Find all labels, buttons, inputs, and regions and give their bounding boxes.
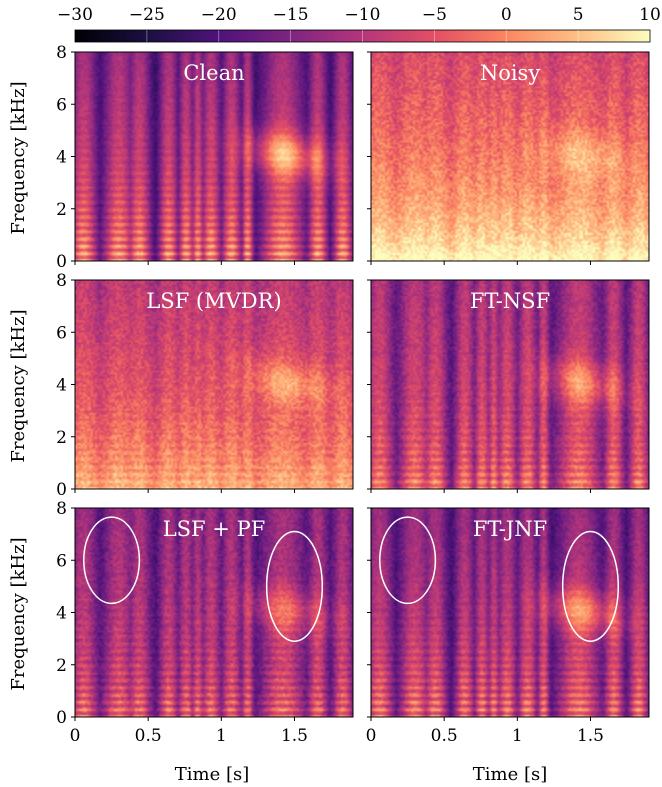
colorbar: −30 −25 −20 −15 −10 −5 0 5 10 [57, 5, 661, 43]
panel-clean: 0 2 4 6 8 Clean [56, 43, 354, 272]
panel-title: Clean [183, 61, 244, 85]
colorbar-tick-label: −20 [201, 5, 237, 25]
panel-title: FT-NSF [470, 289, 550, 313]
y-tick-label: 8 [56, 499, 67, 519]
panel-noisy: Noisy [367, 51, 650, 265]
x-tick-label: 0.5 [135, 726, 162, 746]
highlight-ellipse [379, 516, 437, 605]
spectrogram-image [371, 508, 649, 717]
y-tick-label: 0 [56, 252, 67, 272]
y-axis-label-row-2: Frequency [kHz] [8, 309, 29, 462]
y-tick-label: 6 [56, 95, 67, 115]
highlight-ellipse [561, 530, 620, 642]
panel-mvdr: 0 2 4 6 8 LSF (MVDR) [56, 271, 354, 500]
y-tick-label: 4 [56, 148, 67, 168]
y-tick-label: 6 [56, 323, 67, 343]
panel-jnf: 0 0.5 1 1.5 FT-JNF [366, 507, 650, 746]
panel-title: LSF + PF [163, 517, 266, 541]
x-tick-label: 0 [366, 726, 377, 746]
y-tick-label: 4 [56, 604, 67, 624]
spectrogram-image [371, 52, 649, 261]
spectrogram-panels: 0 2 4 6 8 Clean Noisy 0 2 4 6 8 LSF (MVDR) FT-NSF 0 2 4 6… [56, 43, 650, 746]
y-tick-label: 6 [56, 551, 67, 571]
x-tick-label: 1 [216, 726, 227, 746]
y-tick-label: 0 [56, 480, 67, 500]
colorbar-tick-label: −15 [273, 5, 309, 25]
spectrogram-image [371, 280, 649, 489]
spectrogram-image [75, 52, 353, 261]
colorbar-tick-label: 0 [501, 5, 512, 25]
colorbar-tick-label: −5 [422, 5, 447, 25]
x-axis-label-right: Time [s] [473, 764, 548, 785]
colorbar-ticks: −30 −25 −20 −15 −10 −5 0 5 10 [57, 5, 661, 42]
y-tick-label: 2 [56, 200, 67, 220]
colorbar-tick-label: −25 [129, 5, 165, 25]
y-axis-label-row-3: Frequency [kHz] [8, 537, 29, 690]
y-tick-label: 0 [56, 708, 67, 728]
colorbar-gradient [74, 29, 651, 43]
spectrogram-image [75, 508, 353, 717]
colorbar-tick-label: −30 [57, 5, 93, 25]
panel-title: Noisy [480, 61, 541, 85]
y-tick-label: 2 [56, 428, 67, 448]
colorbar-tick-label: −10 [345, 5, 381, 25]
x-tick-label: 1 [512, 726, 523, 746]
colorbar-tick-label: 10 [639, 5, 661, 25]
panel-title: LSF (MVDR) [146, 289, 281, 313]
x-tick-label: 1.5 [281, 726, 308, 746]
y-tick-label: 4 [56, 376, 67, 396]
y-axis-label-row-1: Frequency [kHz] [8, 81, 29, 234]
y-tick-label: 8 [56, 271, 67, 291]
panel-pf: 0 2 4 6 8 0 0.5 1 1.5 LSF + PF [56, 499, 354, 746]
x-axis-label-left: Time [s] [175, 764, 250, 785]
highlight-ellipse [265, 530, 324, 642]
spectrogram-image [75, 280, 353, 489]
colorbar-tick-label: 5 [573, 5, 584, 25]
y-tick-label: 8 [56, 43, 67, 63]
panel-nsf: FT-NSF [367, 279, 650, 493]
x-tick-label: 1.5 [577, 726, 604, 746]
panel-title: FT-JNF [473, 517, 547, 541]
highlight-ellipse [83, 516, 141, 605]
x-tick-label: 0.5 [431, 726, 458, 746]
y-tick-label: 2 [56, 656, 67, 676]
x-tick-label: 0 [70, 726, 81, 746]
